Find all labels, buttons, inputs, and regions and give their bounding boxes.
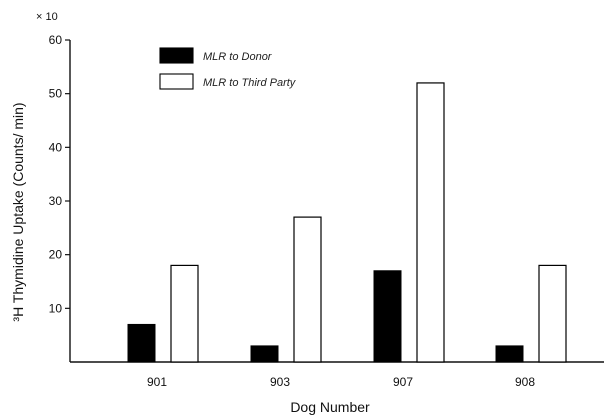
x-tick-label: 908 [515,375,535,389]
legend-label: MLR to Third Party [203,77,297,89]
y-ticks: 10 20 30 40 50 60 [49,33,70,315]
x-tick-label: 907 [393,375,413,389]
bar-donor [251,346,278,362]
legend: MLR to Donor MLR to Third Party [160,48,297,89]
y-tick-label: 50 [49,87,63,101]
axes [70,40,604,362]
x-tick-label: 903 [270,375,290,389]
x-tick-label: 901 [147,375,167,389]
legend-label: MLR to Donor [203,51,273,63]
legend-swatch-third-party [160,74,193,89]
x-axis-title: Dog Number [290,399,370,415]
bar-donor [128,324,155,362]
bars [128,83,566,362]
y-tick-label: 30 [49,194,63,208]
legend-swatch-donor [160,48,193,63]
y-tick-label: 40 [49,140,63,154]
bar-third-party [417,83,444,362]
y-axis-multiplier: × 10 [36,11,58,23]
bar-donor [374,271,401,362]
y-axis-title: ³H Thymidine Uptake (Counts/ min) [10,102,26,321]
bar-third-party [171,265,198,362]
x-ticks: 901 903 907 908 [147,375,535,389]
bar-third-party [294,217,321,362]
bar-third-party [539,265,566,362]
y-tick-label: 10 [49,301,63,315]
y-tick-label: 20 [49,248,63,262]
bar-donor [496,346,523,362]
y-tick-label: 60 [49,33,63,47]
